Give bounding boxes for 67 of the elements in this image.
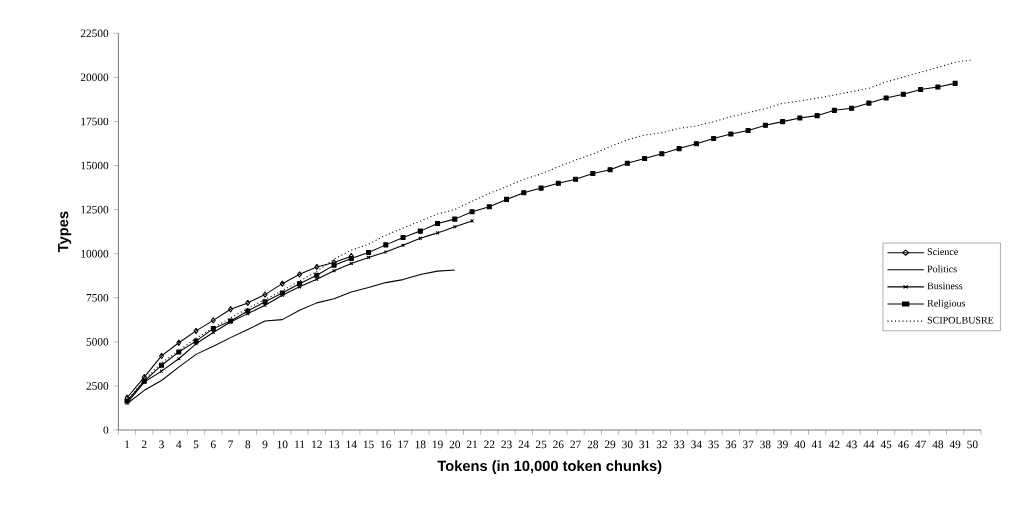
x-tick-label: 24	[518, 440, 530, 449]
x-tick-label: 21	[466, 440, 478, 449]
legend-label: Religious	[927, 299, 966, 309]
y-tick-label: 15000	[81, 161, 109, 170]
x-tick-label: 47	[915, 440, 926, 449]
x-tick-label: 33	[673, 440, 685, 449]
x-tick-label: 6	[210, 440, 216, 449]
x-tick-label: 38	[760, 440, 771, 449]
x-tick-label: 27	[570, 440, 581, 449]
x-tick-label: 31	[639, 440, 650, 449]
x-tick-label: 11	[295, 440, 305, 449]
x-tick-label: 19	[432, 440, 443, 449]
x-tick-label: 49	[949, 440, 961, 449]
x-tick-label: 7	[228, 440, 234, 449]
y-tick-label: 7500	[86, 293, 109, 302]
x-tick-label: 2	[141, 440, 147, 449]
x-tick-label: 17	[398, 440, 409, 449]
x-tick-label: 20	[449, 440, 461, 449]
x-tick-label: 13	[329, 440, 340, 449]
y-axis-title: Types	[58, 211, 72, 253]
x-tick-label: 42	[828, 440, 840, 449]
x-tick-label: 25	[535, 440, 547, 449]
x-tick-label: 28	[587, 440, 599, 449]
legend-label: SCIPOLBUSRE	[927, 316, 994, 324]
x-tick-label: 39	[777, 440, 788, 449]
x-tick-label: 12	[312, 440, 322, 449]
x-tick-label: 45	[880, 440, 892, 449]
legend-label: Business	[927, 282, 963, 290]
x-tick-label: 18	[415, 440, 426, 449]
x-tick-label: 37	[742, 440, 754, 449]
x-tick-label: 1	[125, 440, 130, 449]
x-tick-label: 14	[346, 440, 357, 449]
y-tick-label: 5000	[86, 338, 109, 346]
x-tick-label: 48	[932, 440, 944, 449]
x-tick-label: 41	[811, 440, 823, 449]
x-tick-label: 40	[794, 440, 806, 449]
x-tick-label: 29	[604, 440, 616, 449]
y-tick-label: 2500	[86, 382, 109, 390]
x-axis-title: Tokens (in 10,000 token chunks)	[437, 460, 662, 474]
y-tick-label: 0	[103, 426, 109, 434]
x-tick-label: 46	[897, 440, 909, 449]
x-tick-label: 10	[277, 440, 288, 449]
x-tick-label: 22	[484, 440, 495, 449]
x-tick-label: 30	[622, 440, 633, 449]
legend-label: Politics	[927, 265, 957, 273]
x-tick-label: 3	[159, 440, 164, 449]
y-tick-label: 12500	[81, 205, 109, 214]
y-tick-label: 20000	[80, 73, 109, 82]
y-tick-label: 10000	[81, 249, 109, 258]
x-tick-label: 44	[863, 440, 875, 449]
x-tick-label: 35	[708, 440, 719, 449]
x-tick-label: 23	[501, 440, 512, 449]
x-tick-label: 32	[656, 440, 667, 449]
x-tick-label: 26	[553, 440, 564, 449]
x-tick-label: 50	[967, 440, 978, 449]
x-tick-label: 36	[725, 440, 737, 449]
y-tick-label: 22500	[80, 29, 109, 38]
x-tick-label: 4	[176, 440, 182, 449]
y-tick-label: 17500	[81, 117, 109, 126]
x-tick-label: 43	[846, 440, 857, 449]
x-tick-label: 16	[381, 440, 392, 449]
x-tick-label: 9	[262, 440, 268, 449]
legend-label: Science	[927, 248, 958, 256]
x-tick-label: 15	[363, 440, 374, 449]
x-tick-label: 8	[245, 440, 251, 449]
x-tick-label: 34	[691, 440, 702, 449]
x-tick-label: 5	[193, 440, 199, 449]
